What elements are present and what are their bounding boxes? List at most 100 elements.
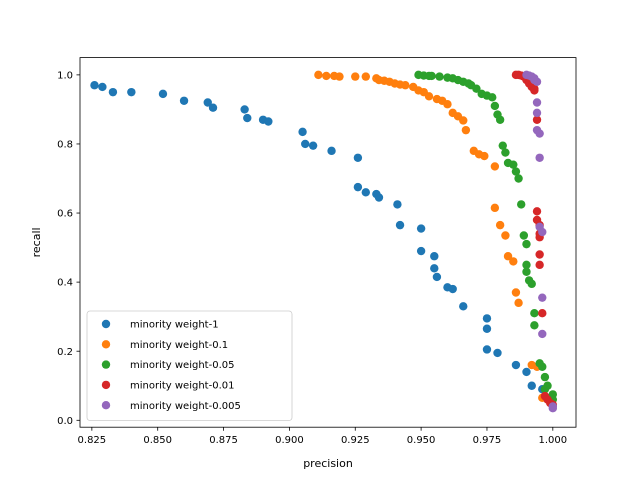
data-point (511, 288, 521, 297)
data-point (430, 252, 439, 261)
data-point (416, 224, 426, 233)
data-point (509, 160, 518, 169)
data-point (448, 284, 457, 294)
data-point (498, 141, 507, 150)
x-tick-label: 0.975 (473, 435, 502, 446)
data-point (535, 260, 544, 270)
data-point (532, 115, 542, 124)
data-point (374, 193, 384, 202)
y-axis-ticks: 0.0 0.2 0.4 0.6 0.8 1.0 (57, 70, 80, 427)
data-point (517, 200, 526, 209)
data-point (243, 113, 252, 123)
data-point (482, 314, 492, 323)
x-tick-label: 0.950 (407, 435, 436, 446)
data-point (353, 153, 363, 162)
data-point (535, 250, 544, 259)
legend-box (86, 310, 293, 421)
data-point (480, 151, 489, 161)
y-tick-label: 0.8 (57, 140, 73, 151)
data-point (532, 77, 542, 86)
data-point (127, 87, 136, 97)
legend-marker (101, 401, 111, 410)
data-point (322, 71, 331, 81)
data-point (543, 381, 552, 390)
data-point (301, 139, 310, 149)
data-point (490, 162, 500, 171)
data-point (98, 82, 107, 92)
data-point (424, 92, 434, 101)
data-point (535, 153, 544, 162)
data-point (401, 81, 410, 90)
data-point (514, 298, 523, 308)
data-point (509, 257, 518, 266)
data-point (532, 207, 542, 216)
x-tick-label: 0.900 (275, 435, 304, 446)
data-point (353, 182, 363, 192)
data-point (501, 231, 510, 240)
data-point (459, 116, 468, 125)
y-tick-label: 0.6 (57, 209, 73, 220)
data-point (430, 264, 439, 273)
data-point (90, 81, 99, 90)
data-point (530, 86, 539, 95)
data-point (179, 96, 189, 105)
x-tick-label: 0.825 (78, 435, 107, 446)
data-point (527, 279, 536, 289)
data-point (472, 84, 481, 93)
data-point (511, 167, 521, 176)
data-point (416, 246, 426, 256)
data-point (532, 108, 542, 118)
y-tick-label: 0.2 (57, 347, 73, 358)
data-point (264, 117, 273, 126)
data-point (395, 220, 405, 230)
legend-marker (101, 380, 111, 390)
data-point (511, 360, 521, 370)
data-point (530, 309, 539, 318)
data-point (532, 98, 542, 107)
data-point (208, 103, 218, 112)
data-point (514, 174, 523, 183)
data-point (490, 203, 500, 213)
x-axis-ticks: 0.825 0.850 0.875 0.900 0.925 0.950 0.975 1.000 (78, 427, 567, 446)
data-point (548, 404, 558, 413)
y-tick-label: 1.0 (57, 70, 73, 81)
data-point (535, 129, 544, 138)
legend-marker (101, 340, 111, 349)
data-point (527, 381, 536, 390)
legend-marker (101, 360, 111, 369)
x-tick-label: 0.850 (143, 435, 172, 446)
data-point (482, 324, 492, 333)
data-point (351, 72, 360, 81)
data-point (435, 72, 444, 81)
data-point (327, 146, 336, 156)
data-point (495, 115, 505, 124)
data-point (427, 71, 436, 81)
legend-marker (101, 319, 111, 329)
legend-label: minority weight-0.1 (130, 340, 228, 351)
data-point (522, 267, 531, 276)
legend-label: minority weight-0.005 (130, 401, 241, 412)
data-point (108, 87, 118, 97)
data-point (495, 220, 505, 230)
legend: minority weight-1 minority weight-0.1 mino… (86, 310, 293, 421)
data-point (335, 72, 344, 81)
data-point (361, 72, 370, 81)
data-point (538, 309, 547, 318)
data-point (501, 148, 510, 157)
data-point (519, 231, 529, 240)
x-tick-label: 0.875 (209, 435, 238, 446)
x-tick-label: 0.925 (341, 435, 370, 446)
data-point (530, 321, 539, 330)
legend-label: minority weight-0.01 (130, 381, 234, 392)
data-point (308, 141, 318, 150)
data-point (522, 367, 531, 377)
y-tick-label: 0.0 (57, 416, 73, 427)
legend-label: minority weight-0.05 (130, 360, 234, 371)
data-point (459, 302, 468, 311)
data-point (493, 348, 502, 358)
data-point (538, 227, 547, 237)
data-point (393, 200, 402, 209)
data-point (443, 100, 452, 109)
data-point (538, 362, 547, 371)
